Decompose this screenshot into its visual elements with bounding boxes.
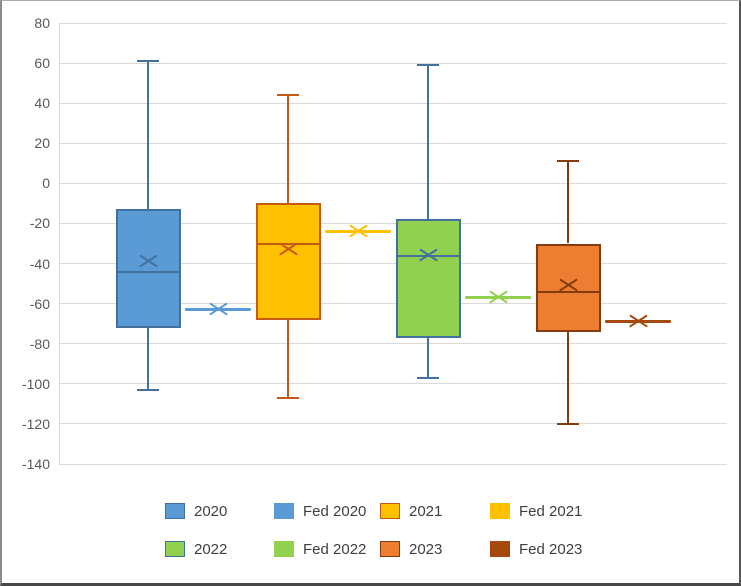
- box-2021[interactable]: [255, 203, 321, 320]
- gridline--20: [59, 222, 727, 224]
- legend-label: 2020: [194, 502, 228, 520]
- mean-marker-icon: [559, 279, 578, 293]
- box-2022[interactable]: [395, 219, 461, 338]
- whisker-top: [287, 95, 289, 204]
- y-axis-tick-label: 0: [42, 175, 50, 192]
- gridline-0: [59, 182, 727, 184]
- mean-marker-icon: [139, 255, 158, 269]
- mean-marker-icon: [349, 224, 368, 238]
- whisker-cap-bottom: [417, 376, 439, 379]
- whisker-bottom: [427, 337, 429, 378]
- y-axis-tick-label: -60: [29, 295, 50, 312]
- y-axis-tick-label: -100: [21, 375, 50, 392]
- legend-label: Fed 2020: [303, 502, 367, 520]
- legend-item-fed-2020[interactable]: Fed 2020: [274, 502, 366, 520]
- gridline-40: [59, 102, 727, 104]
- legend-swatch: [490, 541, 510, 557]
- whisker-cap-bottom: [557, 422, 579, 425]
- box-2020[interactable]: [115, 209, 181, 328]
- legend-label: Fed 2021: [519, 502, 583, 520]
- gridline--40: [59, 263, 727, 265]
- legend-item-fed-2022[interactable]: Fed 2022: [274, 540, 366, 558]
- legend-swatch: [274, 503, 294, 519]
- legend-swatch: [490, 503, 510, 519]
- legend-swatch: [274, 541, 294, 557]
- legend-item-fed-2021[interactable]: Fed 2021: [490, 502, 582, 520]
- whisker-bottom: [147, 327, 149, 390]
- legend-item-2022[interactable]: 2022: [165, 540, 227, 558]
- y-axis-tick-label: 60: [34, 55, 50, 72]
- gridline--140: [59, 463, 727, 465]
- y-axis-tick-label: -80: [29, 335, 50, 352]
- whisker-cap-top: [277, 94, 299, 97]
- whisker-bottom: [567, 331, 569, 424]
- y-axis-tick-label: -20: [29, 215, 50, 232]
- legend-item-fed-2023[interactable]: Fed 2023: [490, 540, 582, 558]
- whisker-cap-top: [417, 64, 439, 67]
- legend-label: 2023: [409, 540, 443, 558]
- y-axis-tick-label: 20: [34, 135, 50, 152]
- whisker-cap-bottom: [277, 396, 299, 399]
- whisker-cap-top: [137, 60, 159, 63]
- gridline--80: [59, 343, 727, 345]
- whisker-top: [567, 161, 569, 244]
- gridline--100: [59, 383, 727, 385]
- gridline-80: [59, 22, 727, 24]
- whisker-top: [427, 65, 429, 220]
- legend-label: 2021: [409, 502, 443, 520]
- gridline--120: [59, 423, 727, 425]
- gridline-60: [59, 62, 727, 64]
- gridline-20: [59, 142, 727, 144]
- y-axis-tick-label: -140: [21, 456, 50, 472]
- legend-label: Fed 2023: [519, 540, 583, 558]
- legend-label: 2022: [194, 540, 228, 558]
- whisker-bottom: [287, 319, 289, 398]
- mean-marker-icon: [629, 315, 648, 329]
- whisker-top: [147, 61, 149, 210]
- legend-swatch: [165, 541, 185, 557]
- gridline--60: [59, 303, 727, 305]
- legend-item-2023[interactable]: 2023: [380, 540, 442, 558]
- whisker-cap-top: [557, 160, 579, 163]
- legend-swatch: [380, 541, 400, 557]
- y-axis-tick-label: 40: [34, 95, 50, 112]
- mean-marker-icon: [279, 243, 298, 257]
- whisker-cap-bottom: [137, 388, 159, 391]
- legend-item-2020[interactable]: 2020: [165, 502, 227, 520]
- mean-marker-icon: [419, 249, 438, 263]
- y-axis-tick-label: 80: [34, 15, 50, 31]
- y-axis-tick-label: -40: [29, 255, 50, 272]
- mean-marker-icon: [489, 291, 508, 305]
- legend-item-2021[interactable]: 2021: [380, 502, 442, 520]
- legend-swatch: [380, 503, 400, 519]
- mean-marker-icon: [209, 303, 228, 317]
- y-axis-line: [59, 23, 60, 464]
- legend-label: Fed 2022: [303, 540, 367, 558]
- legend-swatch: [165, 503, 185, 519]
- median-line: [115, 270, 181, 273]
- y-axis-tick-label: -120: [21, 415, 50, 432]
